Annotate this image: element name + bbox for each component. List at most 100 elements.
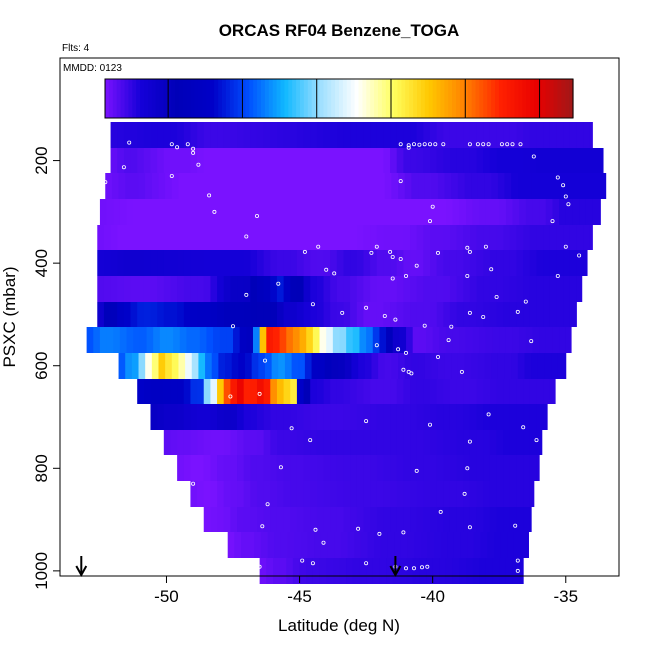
colorbar-step xyxy=(350,79,356,118)
heatmap-cell xyxy=(426,327,434,353)
heatmap-cell xyxy=(449,276,458,302)
heatmap-cell xyxy=(370,507,378,532)
heatmap-cell xyxy=(469,507,478,532)
heatmap-cell xyxy=(476,225,484,250)
heatmap-cell xyxy=(569,302,577,327)
heatmap-cell xyxy=(210,250,218,276)
heatmap-cell xyxy=(491,173,499,199)
sample-point xyxy=(422,323,427,328)
heatmap-cell xyxy=(496,302,504,327)
heatmap-cell xyxy=(336,507,344,532)
colorbar-step xyxy=(198,79,204,118)
heatmap-cell xyxy=(504,173,512,199)
heatmap-cell xyxy=(343,507,351,532)
heatmap-cell xyxy=(552,199,560,225)
heatmap-cell xyxy=(563,122,571,148)
heatmap-cell xyxy=(456,302,464,327)
heatmap-cell xyxy=(436,276,444,302)
heatmap-cell xyxy=(316,148,325,173)
heatmap-cell xyxy=(394,532,402,558)
heatmap-cell xyxy=(404,353,412,379)
heatmap-cell xyxy=(110,276,118,302)
heatmap-cell xyxy=(452,558,460,584)
heatmap-cell xyxy=(190,430,198,455)
y-tick-label: 200 xyxy=(32,146,51,174)
heatmap-cell xyxy=(459,327,467,353)
heatmap-cell xyxy=(423,404,431,430)
heatmap-cell xyxy=(157,250,165,276)
heatmap-cell xyxy=(477,353,486,379)
heatmap-cell xyxy=(390,302,398,327)
sample-point xyxy=(313,527,318,532)
heatmap-cell xyxy=(110,122,118,148)
heatmap-cell xyxy=(173,327,181,353)
sample-point xyxy=(406,145,411,150)
heatmap-cell xyxy=(266,199,274,225)
heatmap-cell xyxy=(472,558,480,584)
heatmap-cell xyxy=(529,455,537,481)
heatmap-cell xyxy=(271,353,279,379)
heatmap-cell xyxy=(476,507,484,532)
heatmap-cell xyxy=(469,148,478,173)
heatmap-cell xyxy=(509,430,518,455)
heatmap-cell xyxy=(276,276,285,302)
heatmap-cell xyxy=(416,455,424,481)
heatmap-cell xyxy=(243,430,251,455)
heatmap-cell xyxy=(343,148,351,173)
heatmap-cell xyxy=(183,276,191,302)
heatmap-cell xyxy=(430,455,438,481)
colorbar-step xyxy=(569,79,574,118)
colorbar-step xyxy=(374,79,379,118)
heatmap-cell xyxy=(213,327,221,353)
heatmap-cell xyxy=(430,379,438,404)
heatmap-cell xyxy=(290,379,298,404)
heatmap-cell xyxy=(363,302,371,327)
heatmap-cell xyxy=(543,122,551,148)
heatmap-cell xyxy=(423,481,431,507)
heatmap-cell xyxy=(239,199,247,225)
sample-point xyxy=(332,271,337,276)
heatmap-cell xyxy=(493,532,502,558)
heatmap-cell xyxy=(190,148,198,173)
heatmap-cell xyxy=(323,507,331,532)
heatmap-cell xyxy=(505,558,514,584)
heatmap-cell xyxy=(245,353,253,379)
heatmap-cell xyxy=(123,225,132,250)
heatmap-cell xyxy=(125,353,133,379)
heatmap-cell xyxy=(296,225,305,250)
sample-point xyxy=(486,142,491,147)
colorbar-step xyxy=(456,79,461,118)
heatmap-cell xyxy=(138,353,146,379)
heatmap-cell xyxy=(237,455,245,481)
heatmap-cell xyxy=(556,148,564,173)
heatmap-cell xyxy=(363,148,371,173)
heatmap-cell xyxy=(145,173,153,199)
sample-point xyxy=(433,142,438,147)
heatmap-cell xyxy=(390,507,398,532)
colorbar-step xyxy=(565,79,570,118)
heatmap-cell xyxy=(396,148,404,173)
heatmap-cell xyxy=(97,250,105,276)
heatmap-cell xyxy=(157,404,165,430)
heatmap-cell xyxy=(489,122,498,148)
heatmap-cell xyxy=(427,532,435,558)
colorbar-step xyxy=(354,79,360,118)
heatmap-cell xyxy=(529,148,537,173)
heatmap-cell xyxy=(158,353,166,379)
heatmap-cell xyxy=(183,250,191,276)
heatmap-cell xyxy=(290,225,298,250)
heatmap-cell xyxy=(296,507,305,532)
heatmap-cell xyxy=(531,353,539,379)
heatmap-cell xyxy=(356,507,364,532)
heatmap-cell xyxy=(430,122,438,148)
sample-point xyxy=(427,142,432,147)
heatmap-cell xyxy=(210,148,218,173)
heatmap-cell xyxy=(383,122,391,148)
heatmap-cell xyxy=(392,327,400,353)
heatmap-cell xyxy=(430,430,438,455)
heatmap-cell xyxy=(157,225,165,250)
heatmap-cell xyxy=(449,481,458,507)
heatmap-cell xyxy=(410,404,418,430)
heatmap-cell xyxy=(366,558,374,584)
heatmap-cell xyxy=(223,455,231,481)
